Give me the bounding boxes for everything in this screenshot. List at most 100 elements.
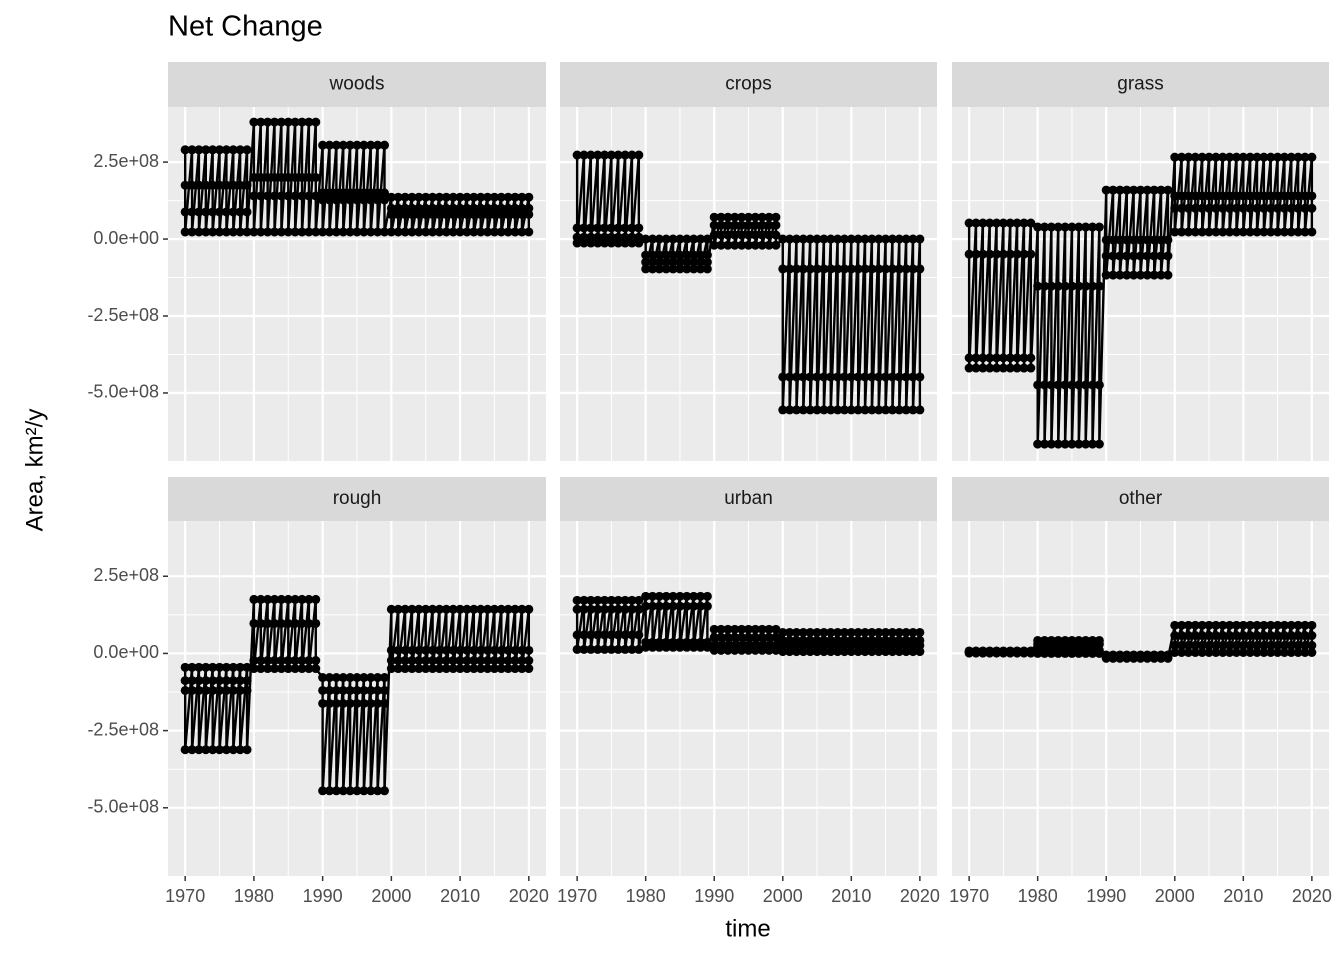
point (1245, 191, 1255, 201)
point (1293, 620, 1303, 630)
point (1197, 191, 1207, 201)
point (757, 220, 767, 230)
point (819, 405, 829, 415)
point (462, 203, 472, 213)
point (215, 145, 225, 155)
point (586, 150, 596, 160)
point (709, 230, 719, 240)
point (1231, 203, 1241, 213)
point (627, 238, 637, 248)
point (483, 209, 493, 219)
x-tick-label: 1990 (303, 886, 343, 906)
x-axis-label: time (725, 915, 770, 942)
point (503, 227, 513, 237)
point (805, 372, 815, 382)
point (853, 405, 863, 415)
point (881, 405, 891, 415)
point (901, 405, 911, 415)
point (318, 786, 328, 796)
point (757, 645, 767, 655)
point (1026, 648, 1036, 658)
point (1040, 222, 1050, 232)
point (455, 209, 465, 219)
point (1273, 152, 1283, 162)
point (1088, 281, 1098, 291)
x-tick-label: 1970 (165, 886, 205, 906)
point (1094, 648, 1104, 658)
point (1231, 620, 1241, 630)
point (228, 207, 238, 217)
point (860, 640, 870, 650)
point (805, 234, 815, 244)
point (1060, 222, 1070, 232)
point (874, 372, 884, 382)
point (1163, 270, 1173, 280)
point (1177, 152, 1187, 162)
point (455, 656, 465, 666)
point (668, 601, 678, 611)
point (682, 264, 692, 274)
point (992, 363, 1002, 373)
point (194, 180, 204, 190)
point (379, 685, 389, 695)
point (297, 172, 307, 182)
x-tick-label: 2000 (763, 886, 803, 906)
point (1115, 251, 1125, 261)
point (1293, 203, 1303, 213)
point (915, 372, 925, 382)
point (894, 647, 904, 657)
point (503, 645, 513, 655)
point (489, 656, 499, 666)
point (798, 234, 808, 244)
point (839, 647, 849, 657)
point (1300, 648, 1310, 658)
point (709, 240, 719, 250)
point (1286, 631, 1296, 641)
point (221, 745, 231, 755)
point (1081, 222, 1091, 232)
point (696, 591, 706, 601)
point (180, 207, 190, 217)
point (469, 656, 479, 666)
point (1074, 648, 1084, 658)
point (304, 227, 314, 237)
point (1245, 648, 1255, 658)
point (627, 604, 637, 614)
point (1259, 191, 1269, 201)
point (201, 180, 211, 190)
point (455, 645, 465, 655)
point (874, 627, 884, 637)
point (682, 601, 692, 611)
point (373, 188, 383, 198)
point (1211, 640, 1221, 650)
point (641, 642, 651, 652)
point (1088, 380, 1098, 390)
point (359, 786, 369, 796)
point (613, 644, 623, 654)
point (737, 240, 747, 250)
point (901, 647, 911, 657)
point (593, 238, 603, 248)
point (812, 640, 822, 650)
point (1231, 191, 1241, 201)
point (826, 372, 836, 382)
point (689, 250, 699, 260)
point (785, 405, 795, 415)
point (215, 662, 225, 672)
point (318, 698, 328, 708)
point (1307, 203, 1317, 213)
point (483, 192, 493, 202)
point (1307, 152, 1317, 162)
point (263, 656, 273, 666)
point (1183, 191, 1193, 201)
point (1060, 648, 1070, 658)
point (1142, 185, 1152, 195)
point (978, 363, 988, 373)
point (304, 618, 314, 628)
point (833, 264, 843, 274)
point (187, 207, 197, 217)
point (434, 227, 444, 237)
point (421, 227, 431, 237)
point (517, 604, 527, 614)
